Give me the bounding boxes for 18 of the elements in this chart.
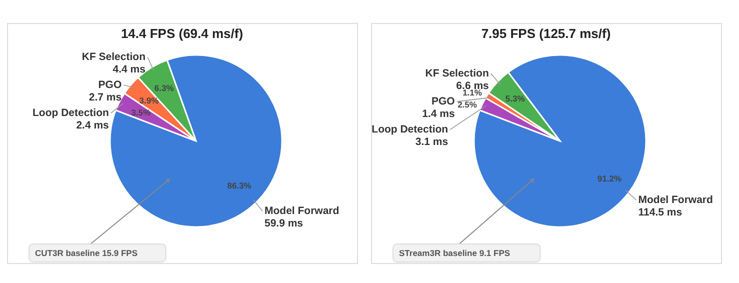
text: STream3R baseline 9.1 FPS [399,248,510,258]
chart-title: 14.4 FPS (69.4 ms/f) [120,26,244,41]
data-label: 5.3% [505,93,526,104]
slice-label: Loop Detection 3.1 ms [372,124,448,148]
data-label: 2.5% [458,99,478,110]
data-label: 3.5% [131,108,152,118]
slice-label: Model Forward 114.5 ms [638,194,713,218]
slice-label: KF Selection 4.4 ms [82,51,146,76]
slice-label: Loop Detection 2.4 ms [32,107,110,132]
data-label: 3.9% [139,96,160,106]
slice-label: PGO 2.7 ms [88,79,122,104]
chart-title: 7.95 FPS (125.7 ms/f) [481,26,611,41]
slice-label: PGO 1.4 ms [422,96,455,120]
text: CUT3R baseline 15.9 FPS [35,248,138,258]
data-label: 86.3% [227,180,252,190]
slice-label: Model Forward 59.9 ms [264,205,340,230]
data-label: 91.2% [597,173,622,184]
data-label: 6.3% [154,82,174,93]
